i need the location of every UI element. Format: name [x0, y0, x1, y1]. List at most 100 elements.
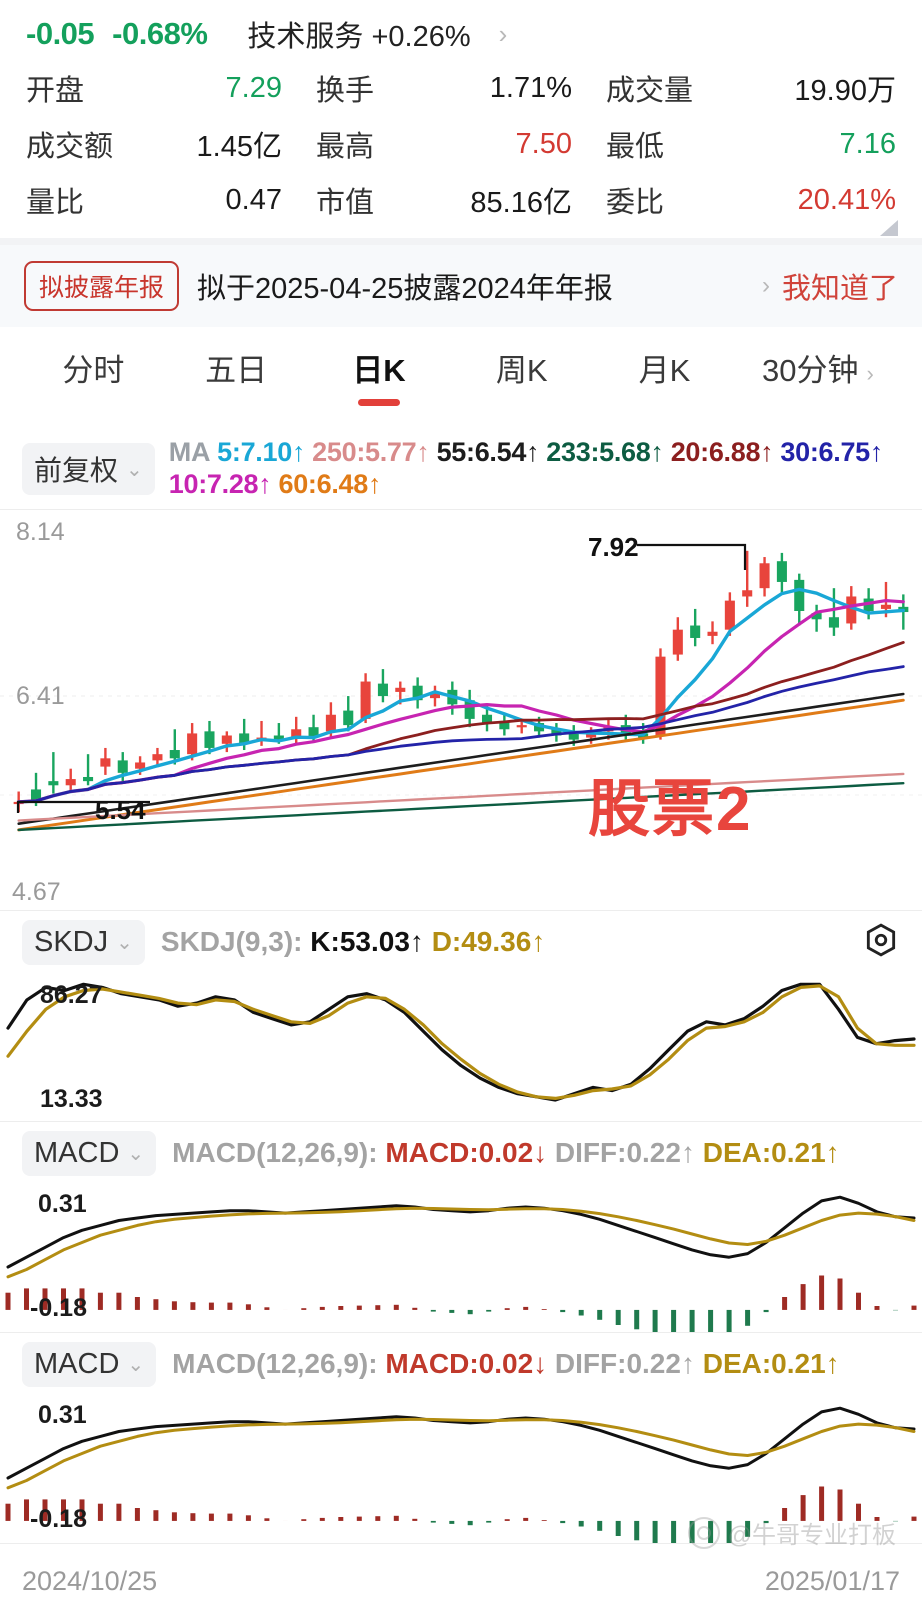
skdj-chart-panel[interactable]: 86.27 13.33	[0, 973, 922, 1121]
low-marker-leader	[16, 800, 150, 813]
stat-turnover: 换手 1.71%	[316, 62, 606, 114]
weibo-icon	[687, 1516, 720, 1549]
change-row: -0.05 -0.68% 技术服务 +0.26% ›	[26, 12, 896, 56]
skdj-svg	[6, 982, 916, 1102]
ma-60-text: 60:6.48↑	[278, 468, 382, 499]
ma-10-text: 10:7.28↑	[168, 468, 272, 499]
tab-five-day[interactable]: 五日	[165, 345, 308, 390]
ma-indicator-row: 前复权 ⌄ MA 5:7.10↑ 250:5.77↑ 55:6.54↑ 233:5.68…	[0, 433, 922, 509]
tab-30min[interactable]: 30分钟 ›	[736, 345, 900, 390]
section-divider	[0, 238, 922, 245]
stat-label: 换手	[316, 75, 375, 107]
scroll-indicator-icon	[880, 220, 898, 236]
chevron-down-icon: ⌄	[127, 1353, 145, 1376]
macd1-params: MACD(12,26,9):	[172, 1137, 378, 1168]
stat-label: 量比	[26, 187, 85, 219]
stat-low: 最低 7.16	[606, 118, 896, 170]
candlestick-series	[13, 550, 909, 813]
period-tabs: 分时 五日 日K 周K 月K 30分钟 ›	[0, 327, 922, 433]
stat-high: 最高 7.50	[316, 118, 606, 170]
macd1-diff-value: DIFF:0.22↑	[554, 1137, 695, 1168]
tab-fenshi[interactable]: 分时	[22, 345, 165, 390]
tab-label: 30分钟	[762, 353, 859, 388]
chevron-right-icon: ›	[866, 361, 874, 386]
ma-item-60: 60:6.48↑	[278, 469, 381, 499]
ma-item-250: 250:5.77↑	[312, 437, 430, 467]
sector-link[interactable]: 技术服务 +0.26%	[247, 21, 471, 53]
macd-dea-line	[6, 1206, 916, 1279]
tab-label: 周K	[495, 353, 548, 388]
stat-order-ratio: 委比 20.41%	[606, 174, 896, 226]
divider	[0, 1543, 922, 1544]
ma-233-text: 233:5.68↑	[546, 437, 664, 467]
chevron-down-icon: ⌄	[127, 1142, 145, 1165]
macd2-header: MACD ⌄ MACD(12,26,9): MACD:0.02↓ DIFF:0.…	[0, 1333, 922, 1395]
tab-label: 分时	[62, 353, 125, 388]
macd2-selector[interactable]: MACD ⌄	[22, 1341, 157, 1387]
skdj-name: SKDJ	[34, 925, 109, 958]
ma-30-text: 30:6.75↑	[780, 437, 884, 467]
ma-item-55: 55:6.54↑	[437, 437, 540, 467]
macd1-svg	[5, 1195, 917, 1332]
tab-daily-k[interactable]: 日K	[308, 345, 451, 406]
stat-label: 最低	[606, 131, 665, 163]
ma-55-text: 55:6.54↑	[436, 437, 540, 467]
divider	[0, 509, 922, 510]
change-absolute: -0.05	[26, 16, 95, 51]
stat-label: 市值	[316, 187, 375, 219]
nut-settings-icon[interactable]	[862, 921, 900, 964]
tab-active-underline	[357, 399, 400, 406]
stat-label: 成交量	[606, 75, 694, 107]
quote-header: -0.05 -0.68% 技术服务 +0.26% › 开盘 7.29 换手 1.…	[0, 0, 922, 232]
skdj-params: SKDJ(9,3):	[160, 926, 303, 957]
chevron-down-icon: ⌄	[126, 458, 143, 481]
adjust-selector[interactable]: 前复权 ⌄	[22, 443, 155, 495]
ma-250-text: 250:5.77↑	[312, 437, 430, 467]
macd1-header: MACD ⌄ MACD(12,26,9): MACD:0.02↓ DIFF:0.…	[0, 1122, 922, 1184]
date-start: 2024/10/25	[22, 1565, 158, 1596]
macd1-macd-value: MACD:0.02↓	[385, 1137, 548, 1168]
macd-dea-line	[6, 1417, 916, 1490]
chevron-down-icon: ⌄	[116, 931, 133, 954]
skdj-selector[interactable]: SKDJ ⌄	[22, 919, 145, 965]
date-end: 2025/01/17	[764, 1565, 900, 1596]
stat-value: 0.47	[225, 183, 282, 216]
stat-value: 1.45亿	[196, 131, 282, 163]
macd1-readout: MACD(12,26,9): MACD:0.02↓ DIFF:0.22↑ DEA…	[172, 1137, 840, 1169]
stat-amount: 成交额 1.45亿	[26, 118, 316, 170]
tab-label: 日K	[352, 353, 406, 388]
announcement-banner[interactable]: 拟披露年报 拟于2025-04-25披露2024年年报 › 我知道了	[0, 245, 922, 327]
macd1-name: MACD	[34, 1136, 120, 1169]
tab-label: 月K	[638, 353, 691, 388]
macd2-dea-value: DEA:0.21↑	[702, 1348, 840, 1379]
stat-volume: 成交量 19.90万	[606, 62, 896, 114]
ma-item-10: 10:7.28↑	[169, 469, 272, 499]
tab-monthly-k[interactable]: 月K	[593, 345, 736, 390]
tab-weekly-k[interactable]: 周K	[450, 345, 593, 390]
stat-value: 1.71%	[489, 71, 572, 104]
stat-value: 85.16亿	[470, 187, 572, 219]
ma-item-30: 30:6.75↑	[780, 437, 883, 467]
divider	[0, 1121, 922, 1122]
kline-chart-panel[interactable]: 8.14 6.41 4.67 7.92 5.54 股票2	[0, 510, 922, 910]
stat-label: 开盘	[26, 75, 85, 107]
low-price-marker: 5.54	[95, 795, 146, 825]
macd1-chart-panel[interactable]: 0.31 -0.18	[0, 1184, 922, 1332]
date-footer: 2024/10/25 2025/01/17	[0, 1544, 922, 1612]
announcement-text: 拟于2025-04-25披露2024年年报	[197, 273, 613, 305]
weibo-handle: @牛哥专业打板	[727, 1522, 896, 1549]
macd1-dea-value: DEA:0.21↑	[702, 1137, 840, 1168]
kline-svg	[0, 543, 922, 832]
macd-histogram	[5, 1275, 917, 1332]
stat-value: 7.16	[839, 127, 896, 160]
macd2-readout: MACD(12,26,9): MACD:0.02↓ DIFF:0.22↑ DEA…	[172, 1348, 840, 1380]
stat-label: 成交额	[26, 131, 114, 163]
ma-item-20: 20:6.88↑	[671, 437, 774, 467]
stat-value: 7.50	[515, 127, 572, 160]
macd1-selector[interactable]: MACD ⌄	[22, 1130, 157, 1176]
stat-market-cap: 市值 85.16亿	[316, 174, 606, 226]
dismiss-button[interactable]: 我知道了	[781, 273, 898, 305]
macd2-svg	[5, 1406, 917, 1543]
skdj-readout: SKDJ(9,3): K:53.03↑ D:49.36↑	[161, 926, 545, 958]
banner-actions: › 我知道了	[762, 265, 898, 307]
